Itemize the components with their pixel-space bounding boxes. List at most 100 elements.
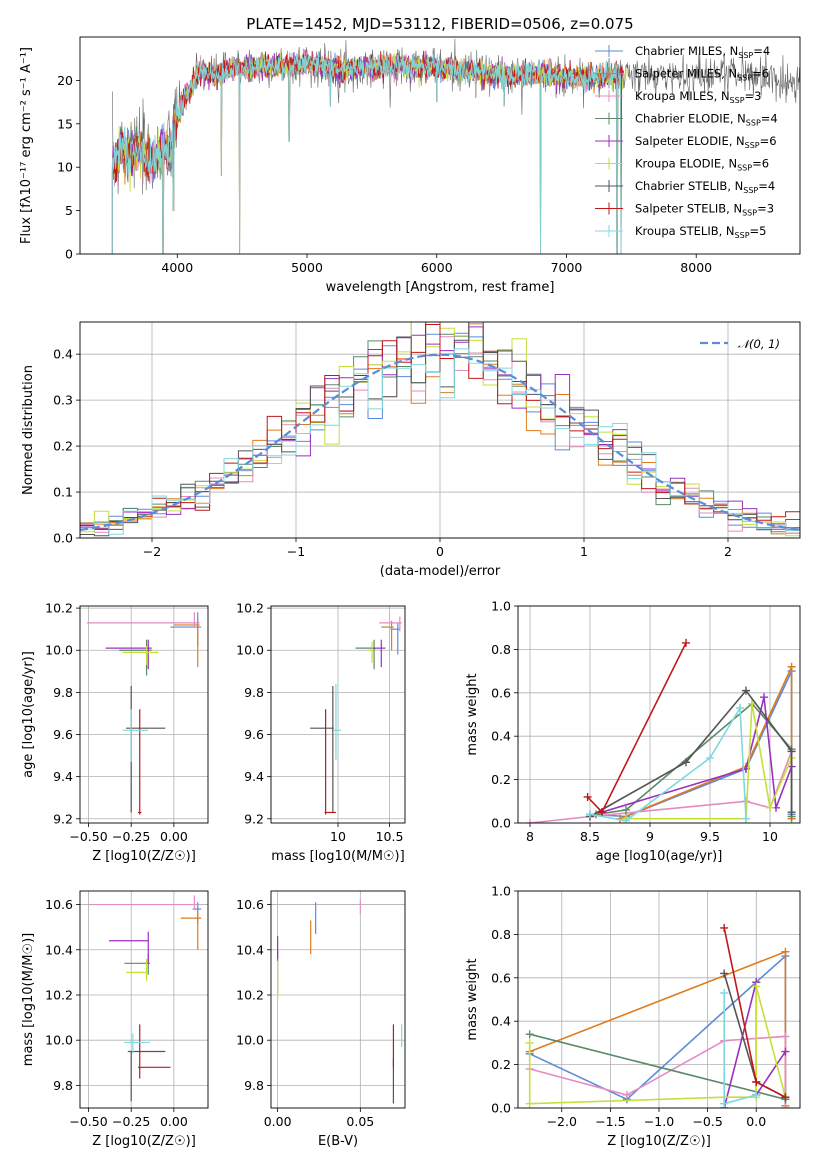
spectrum-line-7	[111, 50, 625, 254]
spectrum-line-1	[111, 50, 625, 254]
x-tick-label: 0	[436, 544, 444, 559]
weight-line-1	[529, 950, 787, 1106]
x-tick-label: −2	[143, 544, 161, 559]
x-axis-label: mass [log10(M/M☉)]	[271, 849, 404, 864]
x-tick-label: 10	[330, 829, 346, 844]
weight-marker-1	[781, 947, 790, 956]
x-tick-label: 8	[526, 829, 534, 844]
y-tick-label: 0.0	[53, 531, 73, 546]
weight-marker-6	[742, 686, 750, 695]
y-tick-label: 9.8	[53, 1078, 73, 1093]
weight-marker-8	[720, 988, 729, 997]
weight-marker-5	[752, 982, 761, 991]
hist-series-8	[80, 348, 800, 537]
y-tick-label: 10.0	[45, 643, 73, 658]
weight-line-5	[528, 986, 787, 1105]
x-tick-label: 9	[646, 829, 654, 844]
weight-marker-2	[622, 1090, 631, 1099]
weight-marker-2	[781, 1104, 790, 1108]
x-axis-label: wavelength [Angstrom, rest frame]	[326, 280, 555, 295]
axes-frame	[517, 890, 801, 1109]
plot-area	[526, 638, 796, 823]
y-tick-label: 9.8	[244, 1078, 264, 1093]
x-tick-label: −2.0	[547, 1114, 577, 1129]
y-tick-label: 10.0	[45, 1033, 73, 1048]
y-tick-label: 0.1	[53, 485, 73, 500]
normal-curve	[80, 353, 800, 531]
plot-area	[277, 900, 403, 1104]
y-tick-label: 1.0	[491, 884, 511, 899]
weight-line-1	[619, 666, 793, 820]
weight-marker-7	[598, 808, 606, 817]
x-axis-label: Z [log10(Z/Z☉)]	[92, 849, 196, 864]
y-tick-label: 9.4	[53, 769, 73, 784]
y-tick-label: 0.0	[491, 816, 511, 831]
y-tick-label: 9.2	[53, 811, 73, 826]
axes-frame	[79, 890, 209, 1109]
legend-label-0: Chabrier MILES, NSSP=4	[635, 44, 770, 60]
panel-residuals: −2 −1 0 1 2 0.0 0.1 0.2 0.3 0.4 (data-model)/error…	[21, 321, 801, 579]
panel-age_vs_Z: −0.50 −0.25 0.00 9.2 9.4 9.6 9.8 10.0 10.2 Z [log…	[21, 601, 209, 864]
y-tick-label: 10.2	[45, 601, 73, 616]
plot-area	[525, 923, 790, 1108]
y-tick-label: 10.6	[236, 897, 264, 912]
weight-marker-8	[736, 703, 744, 712]
weight-marker-6	[720, 969, 729, 978]
legend: Chabrier MILES, NSSP=4 Salpeter MILES, NS…	[595, 44, 778, 240]
y-tick-label: 0.4	[491, 729, 511, 744]
panel-weight_vs_age: 8 8.5 9 9.5 10 0.0 0.2 0.4 0.6 0.8 1.0 age [log10(a…	[465, 599, 801, 864]
y-tick-label: 9.6	[53, 727, 73, 742]
x-tick-label: 10	[762, 829, 778, 844]
weight-marker-3	[622, 805, 630, 814]
legend-label-normal: 𝒩(0, 1)	[738, 337, 780, 351]
weight-marker-4	[760, 693, 768, 702]
weight-marker-8	[586, 810, 594, 819]
y-axis-label: age [log10(age/yr)]	[21, 651, 36, 778]
y-axis-label: mass [log10(M/M☉)]	[21, 933, 36, 1066]
weight-marker-5	[525, 1038, 534, 1047]
plot-area	[111, 38, 800, 254]
legend-label-7: Salpeter STELIB, NSSP=3	[635, 202, 774, 218]
x-axis-label: E(B-V)	[318, 1134, 358, 1149]
plot-area	[86, 612, 202, 815]
weight-marker-6	[682, 758, 690, 767]
x-tick-label: −0.50	[69, 1114, 107, 1129]
weight-line-4	[723, 981, 787, 1108]
weight-line-3	[529, 1033, 786, 1101]
x-axis-label: Z [log10(Z/Z☉)]	[92, 1134, 196, 1149]
axes-frame	[270, 605, 406, 824]
y-tick-label: 15	[57, 116, 73, 131]
y-tick-label: 0.2	[491, 772, 511, 787]
weight-marker-2	[781, 1032, 790, 1041]
y-tick-label: 10.0	[236, 1033, 264, 1048]
x-tick-label: 0.0	[746, 1114, 766, 1129]
y-tick-label: 0.6	[491, 685, 511, 700]
x-tick-label: 5000	[291, 260, 323, 275]
weight-marker-7	[781, 1093, 790, 1102]
x-axis-label: (data-model)/error	[380, 564, 501, 579]
weight-marker-8	[706, 753, 714, 762]
spectrum-line-4	[111, 50, 625, 254]
legend-label-8: Kroupa STELIB, NSSP=5	[635, 224, 766, 240]
weight-line-2	[529, 751, 793, 823]
legend: 𝒩(0, 1)	[700, 337, 780, 351]
plot-area	[310, 616, 402, 815]
y-tick-label: 9.8	[244, 685, 264, 700]
legend-label-2: Kroupa MILES, NSSP=3	[635, 89, 761, 105]
y-axis-label: Flux [fλ10⁻¹⁷ erg cm⁻² s⁻¹ A⁻¹]	[19, 47, 34, 244]
x-tick-label: 6000	[421, 260, 453, 275]
y-tick-label: 0.4	[53, 347, 73, 362]
x-tick-label: 2	[724, 544, 732, 559]
weight-marker-6	[787, 808, 796, 817]
weight-marker-5	[525, 1099, 534, 1108]
y-tick-label: 0.3	[53, 393, 73, 408]
x-tick-label: −0.25	[112, 829, 150, 844]
legend-label-5: Kroupa ELODIE, NSSP=6	[635, 157, 769, 173]
legend-label-3: Chabrier ELODIE, NSSP=4	[635, 112, 778, 128]
plot-area	[80, 322, 800, 537]
weight-marker-7	[583, 792, 592, 801]
x-tick-label: −0.50	[69, 829, 107, 844]
y-tick-label: 10.6	[45, 897, 73, 912]
panel-mass_vs_ebv: 0.00 0.05 9.8 10.0 10.2 10.4 10.6 E(B-V)	[236, 890, 406, 1149]
